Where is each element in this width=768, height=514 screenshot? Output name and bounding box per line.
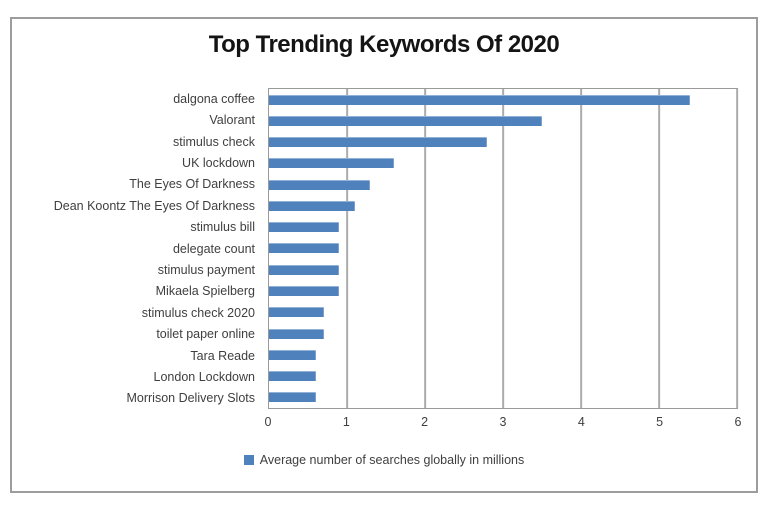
plot-area: [268, 88, 738, 409]
x-axis: 0 1 2 3 4 5 6: [264, 415, 742, 431]
x-tick-label: 5: [656, 415, 664, 429]
bar-row: [269, 195, 737, 216]
bar-row: [269, 302, 737, 323]
x-tick-label: 0: [264, 415, 272, 429]
x-tick-label: 4: [577, 415, 585, 429]
bar-row: [269, 387, 737, 408]
category-label: toilet paper online: [156, 327, 255, 342]
legend: Average number of searches globally in m…: [12, 453, 756, 467]
x-tick-label: 2: [421, 415, 429, 429]
gridline: [580, 89, 582, 408]
bar-row: [269, 238, 737, 259]
bars-layer: [269, 89, 737, 408]
bar-row: [269, 89, 737, 110]
category-label: stimulus bill: [190, 220, 255, 235]
category-label: stimulus check 2020: [141, 305, 255, 320]
gridline: [736, 89, 738, 408]
bar-row: [269, 259, 737, 280]
bar: [269, 200, 355, 211]
gridline: [424, 89, 426, 408]
category-label: UK lockdown: [182, 155, 255, 170]
bar: [269, 264, 340, 275]
bar-row: [269, 217, 737, 238]
bar: [269, 307, 324, 318]
x-tick-label: 1: [342, 415, 350, 429]
category-label: Valorant: [209, 113, 255, 128]
bar-row: [269, 344, 737, 365]
bar: [269, 371, 316, 382]
bar: [269, 243, 340, 254]
x-tick-label: 6: [734, 415, 742, 429]
legend-swatch-icon: [243, 455, 254, 465]
bar: [269, 94, 691, 105]
bar-row: [269, 110, 737, 131]
category-label: Morrison Delivery Slots: [126, 391, 255, 406]
bar: [269, 179, 371, 190]
bar-row: [269, 365, 737, 386]
bar-row: [269, 174, 737, 195]
category-label: Tara Reade: [190, 348, 255, 363]
category-label: The Eyes Of Darkness: [129, 177, 255, 192]
x-tick-label: 3: [499, 415, 507, 429]
bar-row: [269, 132, 737, 153]
gridline: [502, 89, 504, 408]
category-axis: dalgona coffee Valorant stimulus check UK l…: [12, 88, 262, 409]
bar: [269, 222, 340, 233]
legend-label: Average number of searches globally in m…: [259, 453, 525, 467]
category-label: stimulus payment: [157, 262, 255, 277]
bar: [269, 328, 324, 339]
bar: [269, 158, 394, 169]
bar: [269, 137, 488, 148]
category-label: delegate count: [172, 241, 255, 256]
category-label: stimulus check: [173, 134, 255, 149]
chart-frame: Top Trending Keywords Of 2020 dalgona co…: [10, 17, 758, 493]
bar-row: [269, 323, 737, 344]
bar: [269, 115, 542, 126]
gridline: [346, 89, 348, 408]
gridline: [658, 89, 660, 408]
category-label: Mikaela Spielberg: [155, 284, 255, 299]
bar: [269, 392, 316, 403]
category-label: dalgona coffee: [173, 91, 255, 106]
category-label: Dean Koontz The Eyes Of Darkness: [53, 198, 255, 213]
bar: [269, 349, 316, 360]
bar-row: [269, 280, 737, 301]
bar: [269, 286, 340, 297]
chart-title: Top Trending Keywords Of 2020: [208, 31, 560, 58]
category-label: London Lockdown: [153, 369, 255, 384]
bar-row: [269, 153, 737, 174]
